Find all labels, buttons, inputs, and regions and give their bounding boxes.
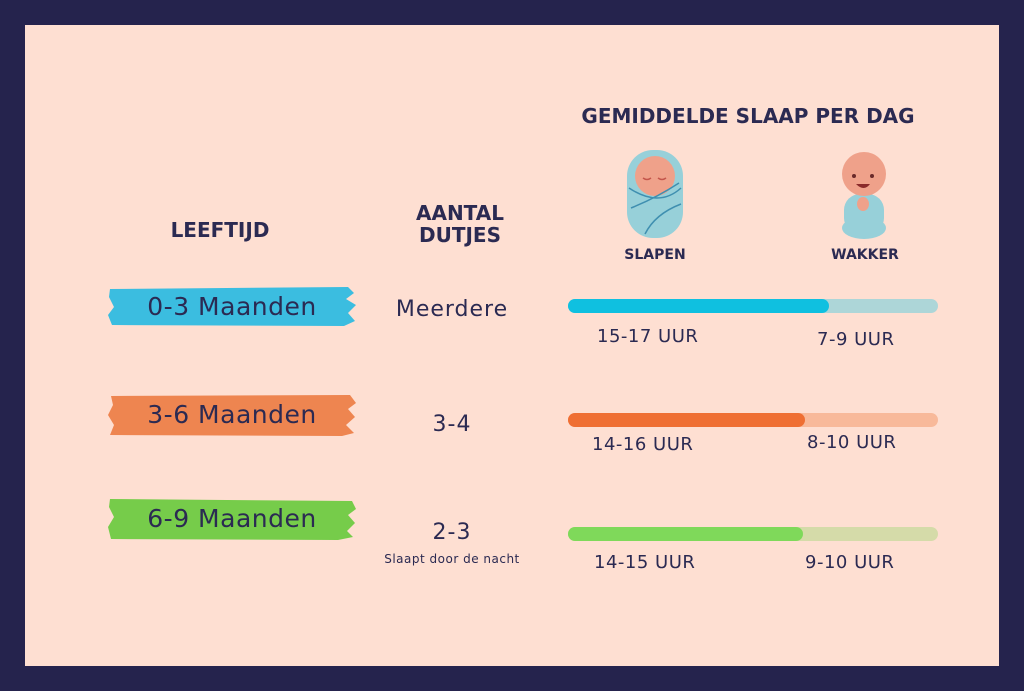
infographic-card xyxy=(25,25,999,666)
awake-hours: 8-10 UUR xyxy=(807,432,897,453)
sleep-bar xyxy=(568,527,938,541)
sleep-bar-fill xyxy=(568,413,805,427)
awake-hours: 7-9 UUR xyxy=(817,329,895,350)
sleeping-baby-icon xyxy=(627,150,683,238)
brush-stroke xyxy=(108,499,356,540)
awake-hours: 9-10 UUR xyxy=(805,552,895,573)
sleep-bar xyxy=(568,299,938,313)
asleep-label: SLAPEN xyxy=(624,247,686,263)
age-header: LEEFTIJD xyxy=(170,218,270,242)
awake-label: WAKKER xyxy=(831,247,899,263)
naps-note: Slaapt door de nacht xyxy=(384,552,520,566)
naps-value: 3-4 xyxy=(432,412,472,437)
sleep-header: GEMIDDELDE SLAAP PER DAG xyxy=(581,104,915,128)
naps-value: 2-3 xyxy=(432,520,472,545)
sleep-bar-fill xyxy=(568,527,803,541)
age-text: 6-9 Maanden xyxy=(147,503,317,533)
age-label-6-9: 6-9 Maanden xyxy=(108,497,356,540)
age-label-3-6: 3-6 Maanden xyxy=(108,393,356,436)
age-text: 3-6 Maanden xyxy=(147,399,317,429)
naps-header: AANTAL DUTJES xyxy=(415,201,504,247)
sleep-hours: 14-15 UUR xyxy=(594,552,696,573)
sleep-bar-fill xyxy=(568,299,829,313)
brush-stroke xyxy=(108,287,356,326)
awake-baby-icon xyxy=(842,152,886,239)
sleep-bar xyxy=(568,413,938,427)
sleep-hours: 14-16 UUR xyxy=(592,434,694,455)
age-text: 0-3 Maanden xyxy=(147,291,317,321)
age-label-0-3: 0-3 Maanden xyxy=(108,285,356,327)
sleep-hours: 15-17 UUR xyxy=(597,326,699,347)
brush-stroke xyxy=(108,395,356,436)
naps-value: Meerdere xyxy=(395,297,509,322)
